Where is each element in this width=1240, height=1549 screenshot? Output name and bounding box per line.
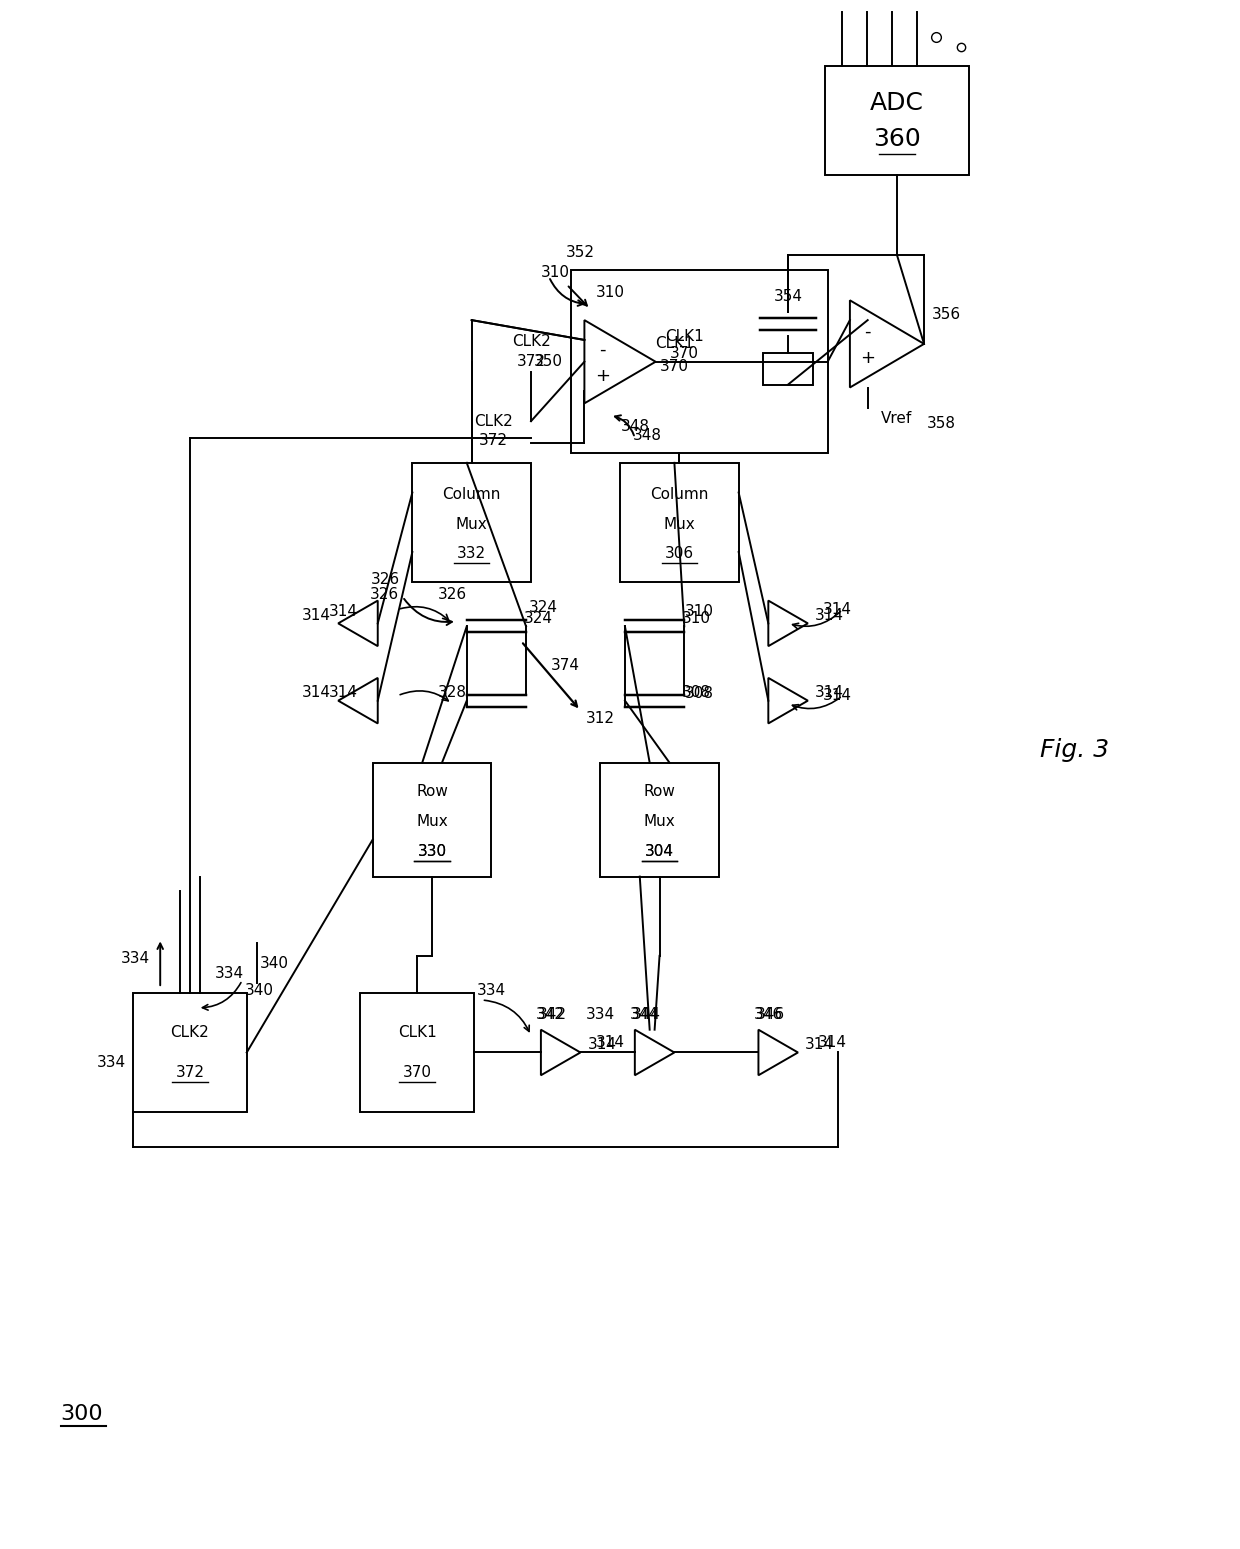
Text: CLK2: CLK2 (474, 414, 513, 429)
Text: 314: 314 (805, 1038, 835, 1052)
Text: 326: 326 (371, 572, 401, 587)
Text: 310: 310 (684, 604, 713, 620)
Text: 342: 342 (536, 1007, 565, 1022)
Text: 360: 360 (873, 127, 921, 150)
Bar (373, 762, 491, 877)
Text: 330: 330 (418, 844, 446, 858)
Bar (620, 463, 739, 582)
Text: ADC: ADC (870, 91, 924, 115)
Text: 326: 326 (370, 587, 399, 603)
Text: 314: 314 (818, 1035, 847, 1050)
Text: Row: Row (644, 784, 676, 799)
Bar (361, 993, 474, 1112)
Text: Mux: Mux (644, 815, 676, 829)
Text: 308: 308 (682, 685, 711, 700)
Text: Fig. 3: Fig. 3 (1040, 739, 1110, 762)
Text: CLK1: CLK1 (655, 336, 693, 352)
Text: CLK2: CLK2 (170, 1025, 210, 1041)
Text: Row: Row (417, 784, 448, 799)
Text: 340: 340 (260, 956, 289, 971)
Text: 314: 314 (815, 685, 844, 700)
Text: CLK1: CLK1 (665, 330, 703, 344)
Text: -: - (599, 341, 605, 359)
Text: 334: 334 (97, 1055, 125, 1070)
Text: Vref: Vref (882, 410, 913, 426)
Text: CLK1: CLK1 (398, 1025, 436, 1041)
Text: 334: 334 (477, 982, 506, 998)
Text: 324: 324 (523, 610, 553, 626)
Text: 328: 328 (438, 685, 466, 700)
Text: 314: 314 (595, 1035, 625, 1050)
Text: Column: Column (650, 486, 708, 502)
Text: 314: 314 (815, 607, 844, 623)
Text: 356: 356 (931, 307, 961, 322)
Text: 370: 370 (670, 347, 699, 361)
Text: 346: 346 (755, 1007, 785, 1022)
Text: 310: 310 (595, 285, 625, 301)
Bar (764, 353, 812, 384)
Text: 372: 372 (479, 432, 508, 448)
Text: 314: 314 (823, 688, 852, 703)
Text: Mux: Mux (417, 815, 448, 829)
Text: 354: 354 (774, 288, 802, 304)
Text: 346: 346 (754, 1007, 782, 1022)
Text: CLK2: CLK2 (512, 335, 551, 350)
Text: 348: 348 (620, 418, 650, 434)
Text: 310: 310 (541, 265, 570, 280)
Text: 352: 352 (565, 245, 595, 260)
Text: 344: 344 (632, 1007, 661, 1022)
Text: Column: Column (443, 486, 501, 502)
Text: 370: 370 (403, 1064, 432, 1080)
Bar (600, 762, 719, 877)
Text: 344: 344 (630, 1007, 660, 1022)
Text: 350: 350 (534, 355, 563, 369)
Text: 300: 300 (60, 1405, 103, 1424)
Text: 330: 330 (418, 844, 446, 858)
Text: 304: 304 (645, 844, 675, 858)
Text: 308: 308 (684, 686, 713, 702)
Text: -: - (864, 324, 870, 341)
Bar (413, 463, 531, 582)
Text: 372: 372 (175, 1064, 205, 1080)
Bar (133, 993, 247, 1112)
Bar (825, 67, 968, 175)
Text: 370: 370 (660, 359, 689, 375)
Text: 334: 334 (122, 951, 150, 967)
Text: 314: 314 (823, 603, 852, 617)
Bar (570, 270, 827, 454)
Text: +: + (861, 349, 875, 367)
Text: 314: 314 (329, 685, 357, 700)
Text: 314: 314 (588, 1038, 616, 1052)
Text: 312: 312 (585, 711, 615, 726)
Text: +: + (595, 367, 610, 384)
Text: Mux: Mux (456, 517, 487, 531)
Text: 334: 334 (215, 965, 244, 981)
Text: 310: 310 (682, 610, 711, 626)
Text: 334: 334 (585, 1007, 615, 1022)
Text: 306: 306 (665, 547, 694, 561)
Text: 332: 332 (458, 547, 486, 561)
Text: 326: 326 (438, 587, 466, 603)
Text: 374: 374 (551, 658, 580, 674)
Text: 342: 342 (538, 1007, 567, 1022)
Text: 358: 358 (926, 415, 956, 431)
Text: 340: 340 (244, 982, 274, 998)
Text: 372: 372 (517, 355, 546, 369)
Text: 324: 324 (528, 599, 557, 615)
Text: 314: 314 (301, 607, 331, 623)
Text: 348: 348 (634, 428, 662, 443)
Text: Mux: Mux (663, 517, 696, 531)
Text: 314: 314 (329, 604, 357, 620)
Text: 304: 304 (645, 844, 675, 858)
Text: 314: 314 (301, 685, 331, 700)
